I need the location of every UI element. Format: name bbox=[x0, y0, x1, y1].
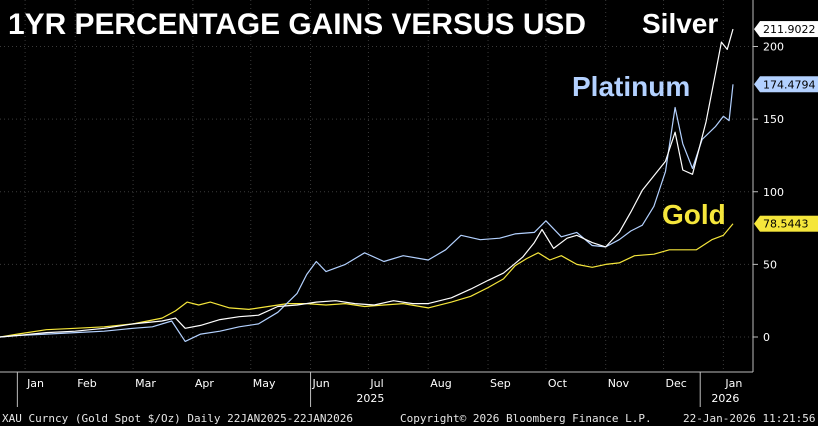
platinum-label: Platinum bbox=[572, 71, 690, 102]
x-year-label: 2026 bbox=[711, 392, 739, 405]
y-axis-ticks: 0 50 100 150 200 bbox=[753, 41, 784, 344]
chart-title: 1YR PERCENTAGE GAINS VERSUS USD bbox=[8, 8, 586, 41]
series-lines bbox=[0, 28, 734, 342]
footer-timestamp: 22-Jan-2026 11:21:56 bbox=[683, 412, 815, 425]
platinum-badge-pointer bbox=[754, 76, 760, 93]
y-tick-label: 50 bbox=[763, 258, 777, 271]
silver-last-value: 211.9022 bbox=[763, 23, 816, 36]
platinum-badge bbox=[760, 76, 818, 93]
x-tick-label: Jul bbox=[369, 377, 383, 390]
silver-badge-pointer bbox=[754, 21, 760, 38]
gold-label: Gold bbox=[662, 199, 726, 230]
footer-ticker: XAU Curncy (Gold Spot $/Oz) Daily 22JAN2… bbox=[2, 412, 353, 425]
x-tick-label: Sep bbox=[490, 377, 511, 390]
footer-copyright: Copyright© 2026 Bloomberg Finance L.P. bbox=[400, 412, 652, 425]
y-tick-label: 150 bbox=[763, 113, 784, 126]
y-tick-label: 100 bbox=[763, 186, 784, 199]
x-tick-label: Dec bbox=[666, 377, 687, 390]
last-value-badges: 211.9022 174.4794 78.5443 bbox=[754, 21, 818, 232]
axes bbox=[0, 0, 754, 373]
silver-line bbox=[0, 28, 734, 338]
x-tick-label: Jan bbox=[26, 377, 44, 390]
gold-badge-pointer bbox=[754, 215, 760, 232]
x-tick-label: Feb bbox=[77, 377, 96, 390]
gold-last-value: 78.5443 bbox=[763, 218, 809, 231]
gold-line bbox=[0, 223, 734, 338]
x-tick-label: Nov bbox=[608, 377, 630, 390]
silver-badge bbox=[760, 21, 818, 38]
x-axis-ticks: Jan Feb Mar Apr May Jun Jul Aug Sep Oct Nov Dec Jan 2… bbox=[16, 372, 742, 407]
x-tick-label: Jan bbox=[724, 377, 742, 390]
x-tick-label: May bbox=[253, 377, 276, 390]
gold-badge bbox=[760, 215, 818, 232]
x-year-label: 2025 bbox=[356, 392, 384, 405]
x-tick-label: Apr bbox=[195, 377, 215, 390]
x-tick-label: Aug bbox=[430, 377, 451, 390]
x-tick-label: Jun bbox=[312, 377, 330, 390]
y-tick-label: 0 bbox=[763, 331, 770, 344]
silver-label: Silver bbox=[642, 8, 718, 39]
gridlines bbox=[0, 0, 753, 372]
y-tick-label: 200 bbox=[763, 41, 784, 54]
x-tick-label: Mar bbox=[135, 377, 156, 390]
x-tick-label: Oct bbox=[548, 377, 568, 390]
platinum-last-value: 174.4794 bbox=[763, 78, 816, 91]
